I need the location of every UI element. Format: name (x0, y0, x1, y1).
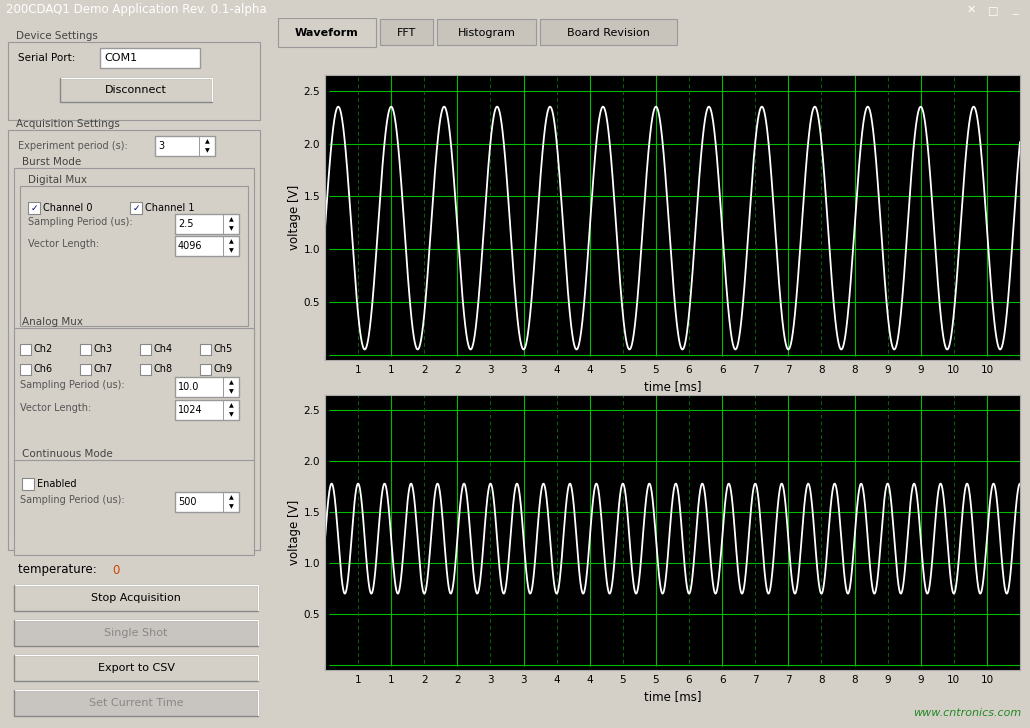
Bar (200, 364, 211, 375)
Text: ▼: ▼ (205, 148, 209, 153)
Text: Vector Length:: Vector Length: (28, 239, 99, 249)
Bar (278, 18, 376, 47)
Text: Analog Mux: Analog Mux (22, 317, 83, 327)
Bar (20, 186, 248, 326)
Text: ▼: ▼ (229, 504, 234, 509)
Text: Ch6: Ch6 (34, 365, 54, 374)
Bar (175, 214, 239, 234)
Text: Sampling Period (us):: Sampling Period (us): (20, 380, 125, 390)
Text: Vector Length:: Vector Length: (20, 403, 92, 413)
Bar (20, 364, 31, 375)
Bar (130, 202, 142, 214)
Y-axis label: voltage [V]: voltage [V] (287, 500, 301, 565)
Bar (14, 460, 254, 555)
Bar (14, 655, 258, 681)
Bar (80, 344, 91, 355)
Text: Channel 0: Channel 0 (43, 203, 93, 213)
Text: Digital Mux: Digital Mux (28, 175, 87, 185)
Text: 0: 0 (112, 563, 119, 577)
Text: Burst Mode: Burst Mode (22, 157, 81, 167)
Bar (175, 377, 239, 397)
Text: Serial Port:: Serial Port: (18, 53, 75, 63)
Text: Ch5: Ch5 (214, 344, 233, 355)
Text: Ch8: Ch8 (154, 365, 173, 374)
Bar (175, 492, 239, 512)
Bar (60, 78, 212, 102)
Bar (437, 19, 536, 45)
Text: ▲: ▲ (205, 139, 209, 144)
Text: www.cntronics.com: www.cntronics.com (914, 708, 1022, 719)
Bar (80, 364, 91, 375)
Text: Channel 1: Channel 1 (145, 203, 195, 213)
Text: ✓: ✓ (30, 204, 38, 213)
Bar (140, 344, 151, 355)
Text: Enabled: Enabled (37, 479, 76, 489)
Text: Export to CSV: Export to CSV (98, 663, 174, 673)
Bar (140, 364, 151, 375)
Bar (14, 585, 258, 611)
Text: ▼: ▼ (229, 389, 234, 394)
Text: 2.5: 2.5 (178, 219, 194, 229)
Bar (540, 19, 677, 45)
Text: Histogram: Histogram (457, 28, 516, 38)
Text: Sampling Period (us):: Sampling Period (us): (28, 217, 133, 227)
Text: Single Shot: Single Shot (104, 628, 168, 638)
Text: ▼: ▼ (229, 248, 234, 253)
Bar (14, 690, 258, 716)
Text: ▼: ▼ (229, 412, 234, 417)
Text: Board Revision: Board Revision (566, 28, 650, 38)
X-axis label: time [ms]: time [ms] (644, 690, 701, 703)
Bar (20, 344, 31, 355)
Bar (200, 344, 211, 355)
Text: □: □ (988, 5, 998, 15)
Text: temperature:: temperature: (18, 563, 101, 577)
Bar (175, 400, 239, 420)
Bar (154, 136, 215, 156)
Y-axis label: voltage [V]: voltage [V] (287, 185, 301, 250)
Text: Experiment period (s):: Experiment period (s): (18, 141, 128, 151)
Text: ▲: ▲ (229, 403, 234, 408)
Text: ▲: ▲ (229, 380, 234, 385)
Bar (14, 168, 254, 418)
Bar (22, 478, 34, 490)
Text: ✓: ✓ (132, 204, 140, 213)
Text: ▲: ▲ (229, 239, 234, 244)
Text: Acquisition Settings: Acquisition Settings (16, 119, 119, 129)
Text: 1024: 1024 (178, 405, 203, 415)
Text: Sampling Period (us):: Sampling Period (us): (20, 495, 125, 505)
X-axis label: time [ms]: time [ms] (644, 381, 701, 393)
Bar (380, 19, 434, 45)
Text: Ch9: Ch9 (214, 365, 233, 374)
Bar (175, 236, 239, 256)
Text: 4096: 4096 (178, 241, 203, 251)
Text: Device Settings: Device Settings (16, 31, 98, 41)
Text: ▼: ▼ (229, 226, 234, 231)
Text: Disconnect: Disconnect (105, 85, 167, 95)
Text: COM1: COM1 (104, 53, 137, 63)
Text: Continuous Mode: Continuous Mode (22, 449, 112, 459)
Text: Ch4: Ch4 (154, 344, 173, 355)
Text: Ch7: Ch7 (94, 365, 113, 374)
Text: ▲: ▲ (229, 217, 234, 222)
Text: Set Current Time: Set Current Time (89, 698, 183, 708)
Text: _: _ (1012, 5, 1018, 15)
Bar (14, 620, 258, 646)
Text: ▲: ▲ (229, 495, 234, 500)
Text: 500: 500 (178, 497, 197, 507)
Bar (8, 42, 260, 120)
Bar (8, 130, 260, 550)
Text: Ch3: Ch3 (94, 344, 113, 355)
Bar (100, 48, 200, 68)
Text: FFT: FFT (398, 28, 416, 38)
Text: 10.0: 10.0 (178, 382, 200, 392)
Bar (14, 328, 254, 538)
Text: Ch2: Ch2 (34, 344, 54, 355)
Text: 3: 3 (158, 141, 164, 151)
Text: ✕: ✕ (966, 5, 975, 15)
Text: 200CDAQ1 Demo Application Rev. 0.1-alpha: 200CDAQ1 Demo Application Rev. 0.1-alpha (6, 4, 267, 17)
Text: Stop Acquisition: Stop Acquisition (91, 593, 181, 603)
Text: Waveform: Waveform (296, 28, 358, 38)
Bar (28, 202, 40, 214)
